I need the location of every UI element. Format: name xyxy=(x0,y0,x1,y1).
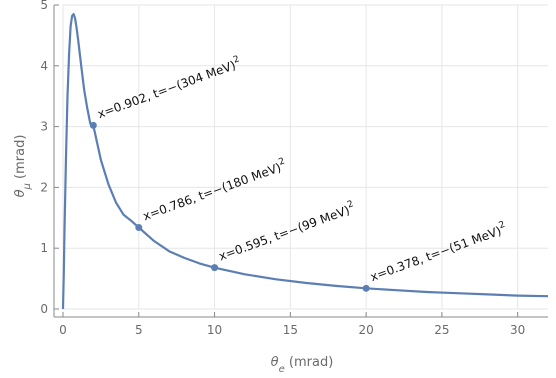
grid xyxy=(62,4,548,310)
y-tick-label: 1 xyxy=(40,241,48,255)
curve-layer xyxy=(61,13,549,310)
x-axis-title: θe (mrad) xyxy=(271,355,334,375)
annotation-exponent: 2 xyxy=(498,220,507,231)
x-tick-label: 10 xyxy=(207,323,222,337)
x-tick-label: 15 xyxy=(283,323,298,337)
y-tick-label: 5 xyxy=(40,0,48,12)
data-curve xyxy=(61,13,549,310)
x-tick-label: 25 xyxy=(434,323,449,337)
data-point xyxy=(211,264,219,272)
x-tick-label: 0 xyxy=(59,323,67,337)
annotation-exponent: 2 xyxy=(232,54,241,65)
data-point xyxy=(135,224,143,232)
y-tick-label: 3 xyxy=(40,120,48,134)
y-tick-label: 4 xyxy=(40,59,48,73)
y-axis-title: θμ (mrad) xyxy=(13,135,33,198)
y-tick-label: 2 xyxy=(40,180,48,194)
y-tick-label: 0 xyxy=(40,302,48,316)
axes: 0 5 10 15 20 25 30 0 1 2 3 4 5 xyxy=(40,0,548,337)
x-tick-label: 30 xyxy=(510,323,525,337)
x-tick-label: 20 xyxy=(358,323,373,337)
annotation-exponent: 2 xyxy=(346,199,355,210)
x-tick-label: 5 xyxy=(135,323,143,337)
points-layer xyxy=(89,121,370,292)
data-point xyxy=(362,284,370,292)
annotation-exponent: 2 xyxy=(278,156,287,167)
data-point xyxy=(89,121,97,129)
